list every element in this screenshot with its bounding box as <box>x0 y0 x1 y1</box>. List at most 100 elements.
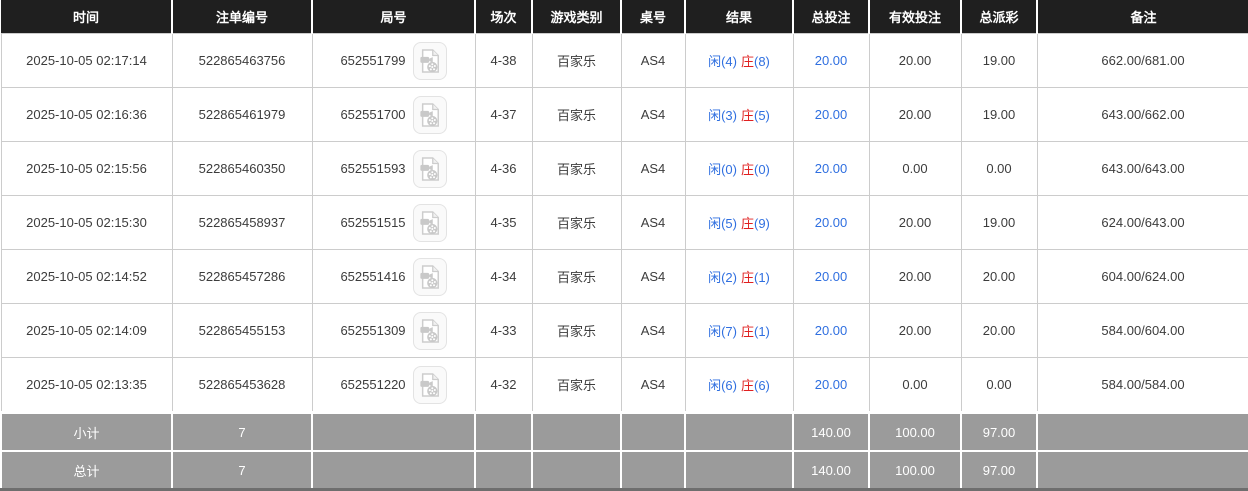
valid-bet-cell: 20.00 <box>868 33 962 88</box>
game-type-cell: 百家乐 <box>531 33 622 88</box>
banker-result: 庄 <box>740 162 754 177</box>
video-replay-icon <box>419 318 439 343</box>
total-payout-cell: 0.00 <box>960 357 1038 413</box>
total-payout-cell: 19.00 <box>960 195 1038 250</box>
subtotal-valid-bet: 100.00 <box>868 411 962 452</box>
round-cell: 652551593 <box>311 141 476 196</box>
player-result: 闲(0) <box>708 162 737 177</box>
video-replay-button[interactable] <box>412 203 447 242</box>
bet-id-cell: 522865460350 <box>171 141 313 196</box>
remark-cell: 662.00/681.00 <box>1036 33 1248 88</box>
video-replay-button[interactable] <box>412 257 447 296</box>
column-header-result: 结果 <box>685 0 794 34</box>
banker-score: (8) <box>754 54 770 69</box>
valid-bet-cell: 20.00 <box>868 303 962 358</box>
table-footer: 小计 7 140.00 100.00 97.00 总计 7 140.00 100… <box>0 411 1248 491</box>
round-cell: 652551700 <box>311 87 476 142</box>
session-cell: 4-37 <box>474 87 533 142</box>
banker-score: (1) <box>754 270 770 285</box>
time-cell: 2025-10-05 02:15:30 <box>0 195 173 250</box>
total-payout-cell: 19.00 <box>960 87 1038 142</box>
column-header-total-bet: 总投注 <box>793 0 870 34</box>
video-replay-icon <box>419 210 439 235</box>
video-replay-icon <box>419 156 439 181</box>
footer-empty-cell <box>684 411 794 452</box>
player-result: 闲(2) <box>708 270 737 285</box>
round-id: 652551309 <box>340 323 406 338</box>
total-valid-bet: 100.00 <box>868 450 962 491</box>
table-no-cell: AS4 <box>620 249 686 304</box>
banker-score: (9) <box>754 216 770 231</box>
table-no-cell: AS4 <box>620 33 686 88</box>
player-result: 闲(3) <box>708 108 737 123</box>
video-replay-button[interactable] <box>412 95 447 134</box>
total-bet-link[interactable]: 20.00 <box>792 303 870 358</box>
video-replay-button[interactable] <box>412 365 447 404</box>
player-result: 闲(5) <box>708 216 737 231</box>
table-no-cell: AS4 <box>620 195 686 250</box>
banker-score: (6) <box>754 378 770 393</box>
game-type-cell: 百家乐 <box>531 249 622 304</box>
video-replay-button[interactable] <box>412 149 447 188</box>
column-header-valid-bet: 有效投注 <box>869 0 962 34</box>
video-replay-icon <box>419 372 439 397</box>
video-replay-icon <box>419 264 439 289</box>
banker-result: 庄 <box>740 54 754 69</box>
subtotal-total-payout: 97.00 <box>960 411 1038 452</box>
round-cell: 652551309 <box>311 303 476 358</box>
total-bet-link[interactable]: 20.00 <box>792 87 870 142</box>
total-bet-link[interactable]: 20.00 <box>792 33 870 88</box>
banker-result: 庄 <box>740 378 754 393</box>
result-cell: 闲(2) 庄(1) <box>684 249 794 304</box>
total-row: 总计 7 140.00 100.00 97.00 <box>0 450 1248 491</box>
video-replay-icon <box>419 102 439 127</box>
column-header-bet-id: 注单编号 <box>172 0 313 34</box>
round-cell: 652551515 <box>311 195 476 250</box>
column-header-game-type: 游戏类别 <box>532 0 622 34</box>
total-bet-link[interactable]: 20.00 <box>792 249 870 304</box>
subtotal-row: 小计 7 140.00 100.00 97.00 <box>0 411 1248 452</box>
valid-bet-cell: 0.00 <box>868 141 962 196</box>
total-bet-link[interactable]: 20.00 <box>792 357 870 413</box>
column-header-time: 时间 <box>1 0 173 34</box>
footer-empty-cell <box>531 411 622 452</box>
table-no-cell: AS4 <box>620 87 686 142</box>
session-cell: 4-36 <box>474 141 533 196</box>
table-row: 2025-10-05 02:13:35 522865453628 6525512… <box>0 357 1248 413</box>
session-cell: 4-35 <box>474 195 533 250</box>
footer-empty-cell <box>311 450 476 491</box>
time-cell: 2025-10-05 02:16:36 <box>0 87 173 142</box>
result-cell: 闲(4) 庄(8) <box>684 33 794 88</box>
total-payout-cell: 19.00 <box>960 33 1038 88</box>
banker-result: 庄 <box>740 324 754 339</box>
banker-result: 庄 <box>740 270 754 285</box>
footer-empty-cell <box>474 411 533 452</box>
table-no-cell: AS4 <box>620 357 686 413</box>
result-cell: 闲(5) 庄(9) <box>684 195 794 250</box>
subtotal-label: 小计 <box>0 411 173 452</box>
round-cell: 652551799 <box>311 33 476 88</box>
video-replay-button[interactable] <box>412 311 447 350</box>
total-total-bet: 140.00 <box>792 450 870 491</box>
table-row: 2025-10-05 02:14:52 522865457286 6525514… <box>0 249 1248 304</box>
total-bet-link[interactable]: 20.00 <box>792 195 870 250</box>
column-header-round-id: 局号 <box>312 0 476 34</box>
valid-bet-cell: 20.00 <box>868 87 962 142</box>
footer-empty-cell <box>684 450 794 491</box>
column-header-total-payout: 总派彩 <box>961 0 1038 34</box>
banker-score: (5) <box>754 108 770 123</box>
game-type-cell: 百家乐 <box>531 87 622 142</box>
banker-result: 庄 <box>740 108 754 123</box>
total-bet-link[interactable]: 20.00 <box>792 141 870 196</box>
subtotal-total-bet: 140.00 <box>792 411 870 452</box>
time-cell: 2025-10-05 02:15:56 <box>0 141 173 196</box>
column-header-remark: 备注 <box>1037 0 1248 34</box>
round-id: 652551416 <box>340 269 406 284</box>
result-cell: 闲(0) 庄(0) <box>684 141 794 196</box>
table-header: 时间 注单编号 局号 场次 游戏类别 桌号 结果 总投注 有效投注 总派彩 备注 <box>1 0 1248 34</box>
table-row: 2025-10-05 02:14:09 522865455153 6525513… <box>0 303 1248 358</box>
column-header-table-no: 桌号 <box>621 0 686 34</box>
session-cell: 4-32 <box>474 357 533 413</box>
video-replay-button[interactable] <box>412 41 447 80</box>
